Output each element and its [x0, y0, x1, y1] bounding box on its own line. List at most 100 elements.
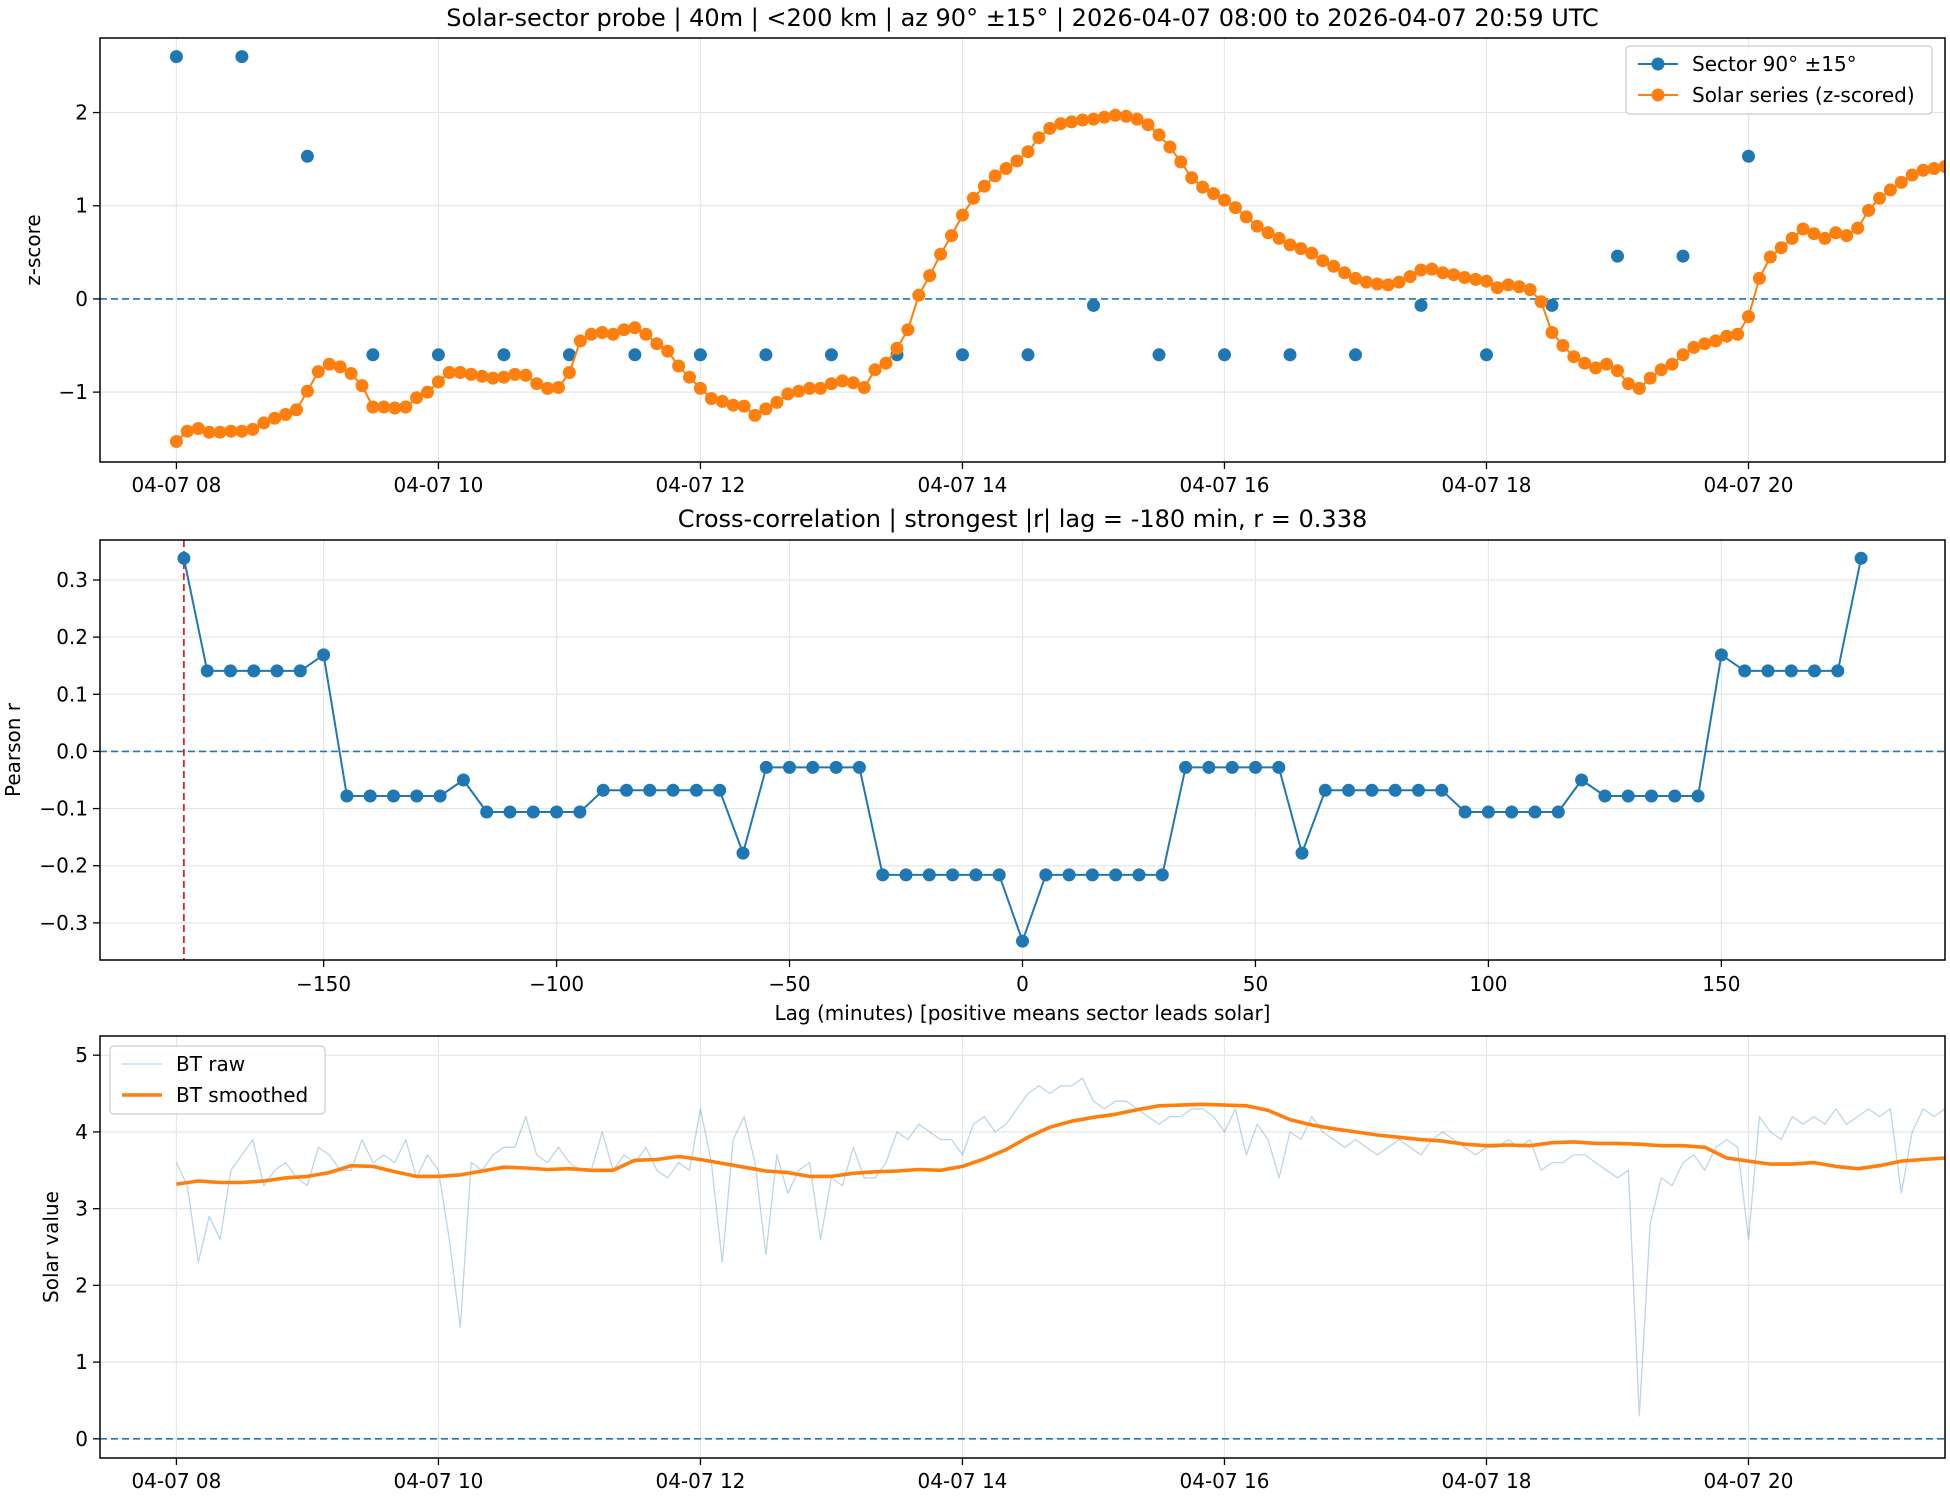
data-point	[1676, 348, 1690, 362]
data-point	[829, 760, 843, 774]
data-point	[421, 385, 434, 399]
data-point	[530, 377, 544, 391]
plot-data	[169, 50, 1945, 448]
data-point	[1338, 266, 1352, 280]
data-point	[486, 371, 500, 385]
data-point	[1523, 283, 1537, 297]
data-point	[876, 868, 890, 882]
data-point	[290, 403, 303, 417]
data-point	[1643, 371, 1657, 385]
legend: BT raw BT smoothed	[109, 1045, 326, 1115]
data-point	[1294, 242, 1308, 256]
data-point	[1807, 227, 1821, 241]
data-point	[992, 868, 1006, 882]
data-point	[912, 288, 926, 302]
data-point	[1403, 270, 1417, 284]
data-point	[726, 398, 740, 412]
data-point	[1905, 168, 1919, 182]
x-tick-label: 150	[1702, 972, 1740, 996]
x-axis-label: Lag (minutes) [positive means sector lea…	[775, 1001, 1271, 1025]
data-point	[1645, 789, 1658, 803]
data-point	[1490, 281, 1504, 295]
data-point	[300, 149, 314, 163]
data-point	[235, 424, 249, 438]
data-point	[1272, 231, 1286, 245]
y-tick-label: −0.1	[39, 797, 88, 821]
data-point	[497, 348, 511, 362]
data-point	[1179, 760, 1193, 774]
data-point	[399, 400, 413, 414]
data-point	[431, 375, 445, 389]
data-point	[704, 392, 718, 406]
data-point	[1894, 175, 1908, 189]
data-point	[224, 424, 238, 438]
plot-frame	[99, 37, 1946, 463]
x-tick-label: 04-07 16	[1180, 1469, 1270, 1493]
data-point	[736, 846, 750, 860]
data-point	[1218, 348, 1231, 362]
plot-data	[175, 1077, 1945, 1417]
data-point	[191, 422, 205, 435]
data-point	[541, 381, 555, 395]
data-point	[956, 348, 969, 362]
data-point	[1152, 348, 1166, 362]
data-point	[1155, 868, 1169, 882]
data-point	[901, 323, 915, 337]
panel-time-series: 04-07 08 04-07 10 04-07 12 04-07 14 04-07 16…	[21, 4, 1946, 497]
data-point	[1665, 357, 1679, 371]
data-point	[852, 760, 866, 774]
data-point	[387, 789, 400, 803]
data-point	[759, 348, 773, 362]
data-point	[792, 384, 806, 398]
data-point	[1425, 262, 1439, 276]
data-point	[1202, 760, 1216, 774]
data-point	[169, 50, 183, 64]
data-point	[279, 408, 293, 421]
data-point	[340, 789, 354, 803]
data-point	[1207, 187, 1221, 201]
data-point	[1228, 201, 1242, 215]
x-tick-label: −150	[296, 972, 351, 996]
data-point	[1250, 219, 1264, 233]
data-point	[1196, 180, 1210, 194]
data-point	[177, 551, 191, 565]
data-point	[879, 356, 893, 370]
data-point	[1854, 551, 1868, 565]
data-point	[1742, 310, 1755, 324]
data-point	[1249, 760, 1262, 774]
data-point	[247, 664, 261, 678]
data-point	[759, 402, 773, 416]
series-0	[169, 50, 1755, 362]
data-point	[1829, 226, 1843, 240]
data-point	[268, 411, 282, 425]
data-point	[1589, 361, 1603, 375]
data-point	[934, 247, 948, 261]
data-point	[1065, 115, 1079, 129]
data-point	[1883, 183, 1897, 197]
data-point	[759, 760, 773, 774]
data-point	[1076, 113, 1089, 127]
legend-marker	[1651, 88, 1665, 102]
data-point	[1414, 263, 1428, 277]
data-point	[1481, 805, 1495, 819]
data-point	[1085, 868, 1099, 882]
y-tick-label: −1	[59, 380, 88, 404]
data-point	[988, 169, 1002, 183]
data-point	[333, 360, 347, 374]
data-point	[639, 327, 653, 341]
data-point	[1862, 203, 1876, 217]
data-point	[180, 424, 194, 438]
data-point	[1414, 298, 1428, 312]
chart-title: Solar-sector probe | 40m | <200 km | az …	[446, 4, 1599, 32]
data-point	[475, 369, 489, 383]
x-tick-label: −100	[529, 972, 584, 996]
legend-marker	[1651, 57, 1665, 71]
data-point	[1545, 298, 1559, 312]
data-point	[573, 334, 587, 348]
data-point	[1621, 377, 1635, 391]
data-point	[666, 783, 680, 797]
data-point	[1774, 241, 1788, 255]
data-point	[748, 408, 762, 422]
data-point	[1349, 348, 1362, 362]
data-point	[300, 384, 314, 398]
